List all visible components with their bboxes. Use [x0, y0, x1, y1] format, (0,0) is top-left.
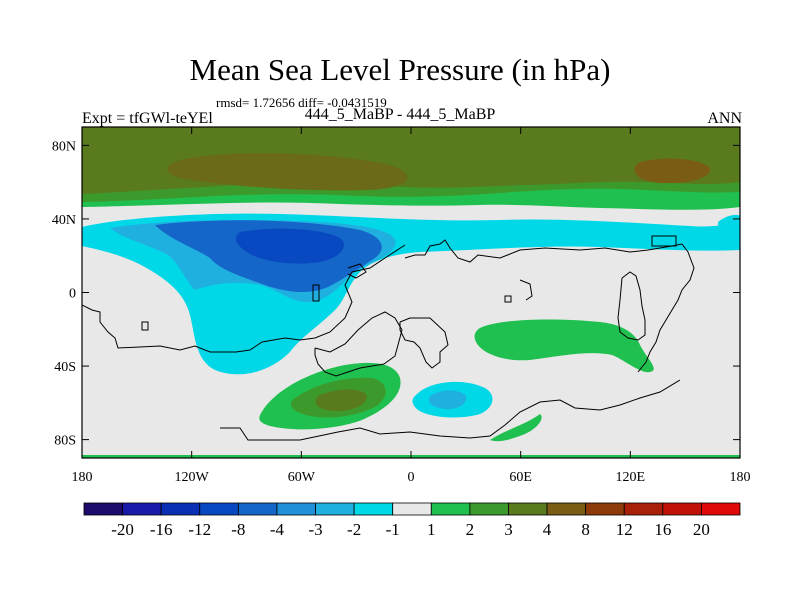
asia-east-outline — [637, 243, 695, 373]
colorbar-swatch — [276, 502, 316, 516]
colorbar-swatch — [122, 502, 162, 516]
colorbar-swatch — [701, 502, 741, 516]
colorbar-label: 20 — [693, 520, 710, 539]
y-axis: 80N 40N 0 40S 80S — [52, 139, 740, 449]
stats-label: rmsd= 1.72656 diff= -0.0431519 — [216, 95, 387, 110]
caribbean-outline — [347, 263, 367, 279]
colorbar-label: -1 — [386, 520, 400, 539]
case-label: 444_5_MaBP - 444_5_MaBP — [304, 106, 496, 123]
colorbar-swatch — [160, 502, 201, 516]
indian-ocean-green-patch — [474, 319, 654, 373]
africa-outline — [399, 317, 449, 369]
northern-max-core-west — [167, 153, 408, 191]
colorbar-swatch — [623, 502, 664, 516]
y-tick-label: 0 — [69, 287, 76, 302]
colorbar-label: 8 — [581, 520, 590, 539]
x-tick-label: 0 — [408, 470, 415, 485]
northern-max-core-east — [634, 158, 711, 184]
colorbar-swatch — [662, 502, 702, 516]
colorbar: -20 -16 -12 -8 -4 -3 -2 -1 1 2 3 4 8 12 16 20 — [83, 502, 741, 539]
colorbar-swatch — [508, 502, 548, 516]
island-outline-b — [312, 284, 320, 302]
island-outline-a — [651, 235, 677, 247]
colorbar-label: -2 — [347, 520, 361, 539]
colorbar-label: -12 — [188, 520, 211, 539]
south-america-outline — [314, 311, 403, 377]
y-tick-label: 40N — [52, 213, 76, 228]
x-tick-label: 60E — [509, 470, 532, 485]
north-america-coast-outline — [82, 244, 406, 353]
y-tick-label: 80S — [54, 434, 76, 449]
colorbar-swatch — [83, 502, 123, 516]
chart-title: Mean Sea Level Pressure (in hPa) — [189, 52, 611, 87]
antarctica-outline — [220, 379, 681, 441]
colorbar-label: 3 — [504, 520, 513, 539]
colorbar-swatch — [237, 502, 278, 516]
y-tick-label: 80N — [52, 139, 76, 154]
colorbar-swatch — [392, 502, 432, 516]
season-label: ANN — [707, 110, 742, 127]
map-plot-area — [82, 127, 740, 458]
colorbar-swatch — [469, 502, 509, 516]
colorbar-swatch — [546, 502, 587, 516]
colorbar-label: -4 — [270, 520, 285, 539]
colorbar-label: 4 — [543, 520, 552, 539]
x-tick-label: 120W — [175, 470, 210, 485]
colorbar-swatch — [585, 502, 625, 516]
colorbar-label: 16 — [654, 520, 671, 539]
colorbar-label: -3 — [308, 520, 322, 539]
x-tick-label: 120E — [616, 470, 646, 485]
continent-outlines — [82, 235, 695, 441]
colorbar-label: 2 — [466, 520, 475, 539]
colorbar-swatch — [430, 502, 471, 516]
colorbar-swatch — [353, 502, 394, 516]
colorbar-label: -16 — [150, 520, 173, 539]
southern-green-sliver — [490, 414, 542, 442]
colorbar-swatch — [199, 502, 239, 516]
asia-coast-outline — [404, 239, 683, 263]
y-tick-label: 40S — [54, 360, 76, 375]
x-tick-label: 180 — [72, 470, 93, 485]
south-cyan-low-core — [428, 390, 467, 410]
experiment-label: Expt = tfGWl-teYEl — [82, 110, 213, 127]
x-axis: 180 120W 60W 0 60E 120E 180 — [72, 127, 751, 485]
island-outline-d — [504, 295, 512, 303]
colorbar-label: -20 — [111, 520, 134, 539]
colorbar-label: 12 — [616, 520, 633, 539]
south-high-core — [315, 389, 367, 412]
east-cyan-patch — [718, 214, 740, 245]
colorbar-swatch — [315, 502, 355, 516]
colorbar-label: -8 — [231, 520, 245, 539]
southeast-asia-outline — [519, 279, 533, 301]
x-tick-label: 60W — [288, 470, 316, 485]
x-tick-label: 180 — [730, 470, 751, 485]
island-outline-c — [141, 321, 149, 331]
low-band-core-blue — [235, 228, 344, 264]
australia-outline — [617, 271, 646, 341]
colorbar-label: 1 — [427, 520, 436, 539]
